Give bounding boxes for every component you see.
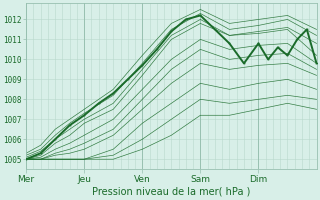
- X-axis label: Pression niveau de la mer( hPa ): Pression niveau de la mer( hPa ): [92, 187, 251, 197]
